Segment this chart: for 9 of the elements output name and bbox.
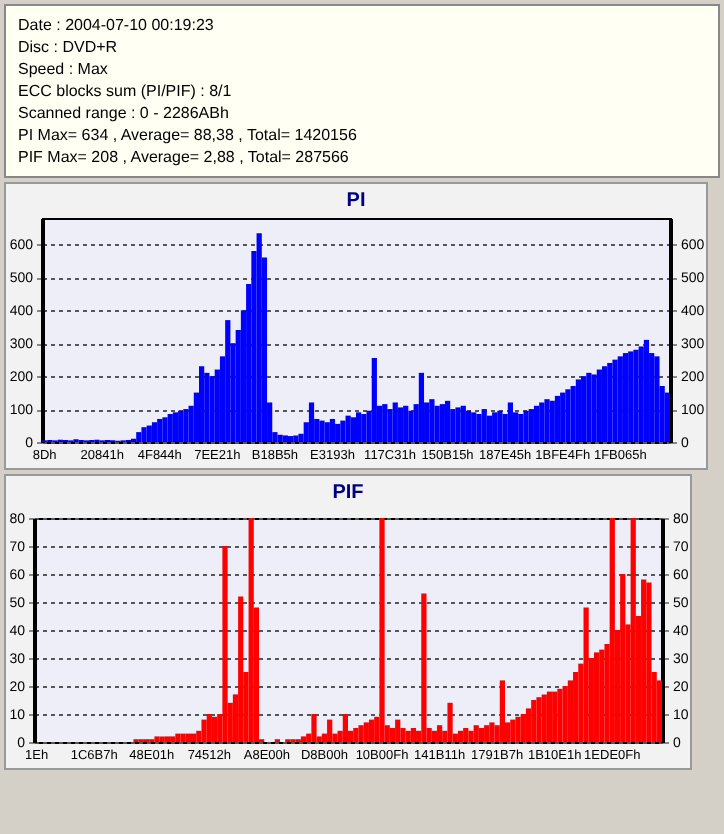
text: PIF Max= 208 , Average= 2,88 , Total= 287566 xyxy=(18,146,351,168)
text: PI Max= 634 , Average= 88,38 , Total= 1420156 xyxy=(18,124,359,146)
chart-title: PI xyxy=(346,190,366,212)
text: Date : 2004-07-10 00:19:23 xyxy=(18,14,216,36)
text: ECC blocks sum (PI/PIF) : 8/1 xyxy=(18,80,234,102)
text: Scanned range : 0 - 2286ABh xyxy=(18,102,231,124)
text: Disc : DVD+R xyxy=(18,36,120,58)
chart-title: PIF xyxy=(332,482,364,504)
text: Speed : Max xyxy=(18,58,110,80)
